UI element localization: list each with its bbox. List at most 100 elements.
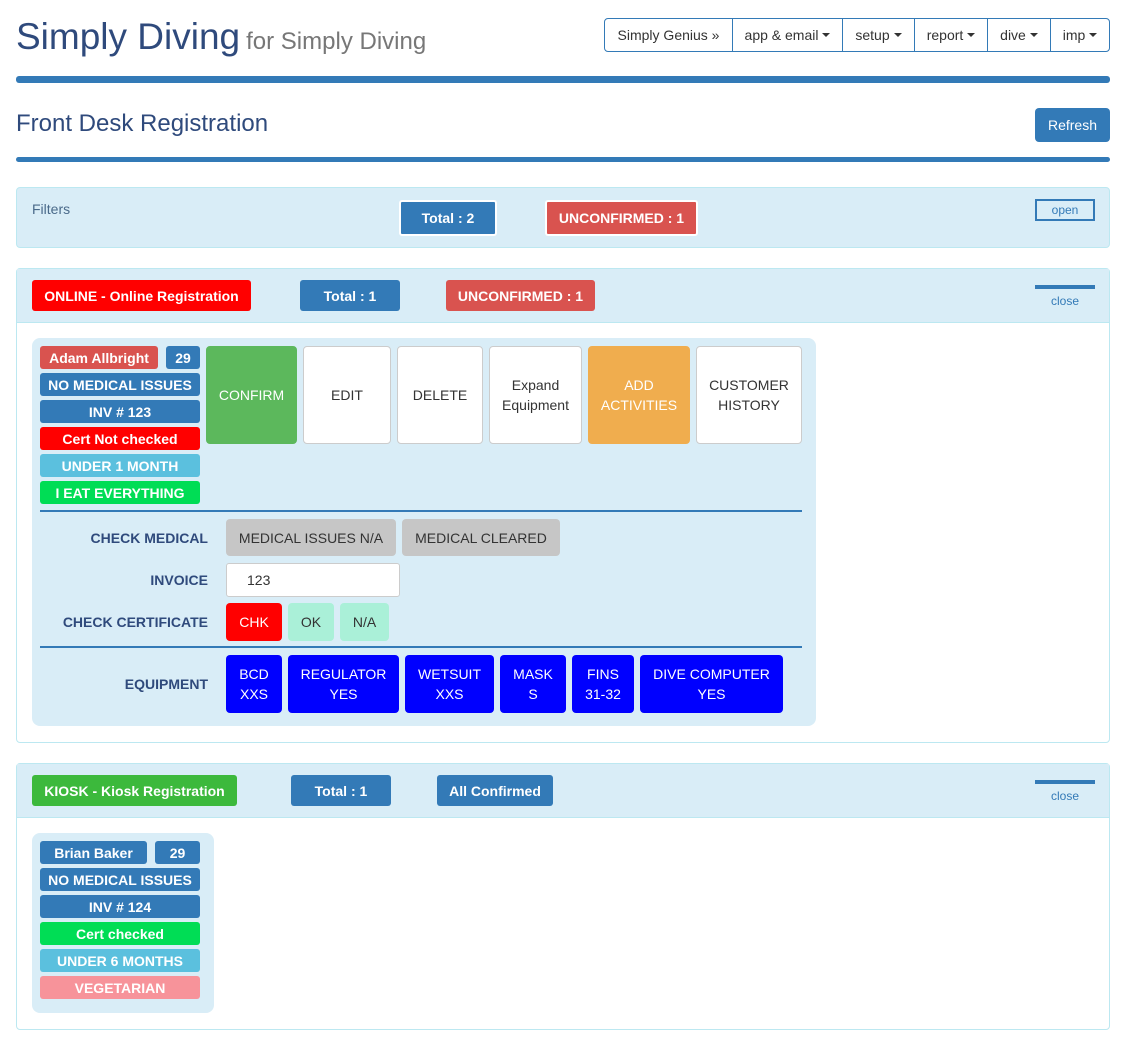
equipment-name: BCD [239, 666, 269, 682]
online-close-toggle[interactable]: close [1035, 285, 1095, 308]
refresh-button[interactable]: Refresh [1035, 108, 1110, 142]
invoice-label: INVOICE [150, 572, 208, 588]
equipment-label: EQUIPMENT [124, 676, 208, 692]
medical-status-tag: NO MEDICAL ISSUES [40, 373, 200, 396]
nav-setup[interactable]: setup [842, 19, 914, 51]
equipment-fins-button[interactable]: FINS 31-32 [572, 655, 634, 713]
medical-status-tag: NO MEDICAL ISSUES [40, 868, 200, 891]
add-activities-button[interactable]: ADD ACTIVITIES [588, 346, 690, 444]
filters-open-toggle[interactable]: open [1035, 199, 1095, 221]
edit-button[interactable]: EDIT [303, 346, 391, 444]
nav-label: imp [1062, 27, 1086, 43]
nav-label: Simply Genius » [617, 27, 720, 43]
customer-age-tag: 29 [166, 346, 200, 369]
customer-card-adam: Adam Allbright 29 NO MEDICAL ISSUES INV … [32, 338, 816, 726]
online-total-badge[interactable]: Total : 1 [300, 280, 400, 311]
confirm-button[interactable]: CONFIRM [206, 346, 297, 444]
customer-history-button[interactable]: CUSTOMER HISTORY [696, 346, 802, 444]
filters-unconfirmed-badge[interactable]: UNCONFIRMED : 1 [545, 200, 698, 236]
nav-label: dive [1000, 27, 1026, 43]
nav-label: report [926, 27, 964, 43]
equipment-name: MASK [513, 666, 553, 682]
nav-app-email[interactable]: app & email [732, 19, 842, 51]
brand-subtitle: for Simply Diving [246, 28, 427, 55]
add-label-line2: ACTIVITIES [600, 397, 678, 413]
caret-down-icon [1029, 33, 1038, 37]
medical-na-button[interactable]: MEDICAL ISSUES N/A [226, 519, 396, 556]
add-label-line1: ADD [624, 377, 654, 393]
check-medical-label: CHECK MEDICAL [90, 530, 208, 546]
invoice-tag: INV # 123 [40, 400, 200, 423]
equipment-name: DIVE COMPUTER [653, 666, 770, 682]
equipment-mask-button[interactable]: MASK S [500, 655, 566, 713]
invoice-input[interactable] [226, 563, 400, 597]
kiosk-total-badge[interactable]: Total : 1 [291, 775, 391, 806]
card-divider [40, 510, 802, 512]
kiosk-panel-header: KIOSK - Kiosk Registration Total : 1 All… [17, 764, 1109, 818]
header-divider [16, 76, 1110, 83]
cert-na-button[interactable]: N/A [340, 603, 389, 641]
brand-title: Simply Diving [16, 16, 241, 57]
kiosk-close-toggle[interactable]: close [1035, 780, 1095, 803]
online-panel-header: ONLINE - Online Registration Total : 1 U… [17, 269, 1109, 323]
equipment-wetsuit-button[interactable]: WETSUIT XXS [405, 655, 494, 713]
caret-down-icon [967, 33, 976, 37]
equipment-name: REGULATOR [300, 666, 387, 682]
equipment-value: YES [329, 686, 358, 702]
main-nav: Simply Genius » app & email setup report… [604, 18, 1110, 52]
filters-panel: Filters Total : 2 UNCONFIRMED : 1 open [16, 187, 1110, 248]
diet-tag: I EAT EVERYTHING [40, 481, 200, 504]
customer-name-tag[interactable]: Brian Baker [40, 841, 147, 864]
equipment-value: YES [697, 686, 726, 702]
equipment-value: 31-32 [585, 686, 621, 702]
history-label-line2: HISTORY [718, 397, 780, 413]
equipment-regulator-button[interactable]: REGULATOR YES [288, 655, 399, 713]
equipment-name: WETSUIT [418, 666, 481, 682]
experience-tag: UNDER 6 MONTHS [40, 949, 200, 972]
medical-cleared-button[interactable]: MEDICAL CLEARED [402, 519, 560, 556]
customer-card-brian: Brian Baker 29 NO MEDICAL ISSUES INV # 1… [32, 833, 214, 1013]
filters-total-badge[interactable]: Total : 2 [399, 200, 497, 236]
equipment-value: XXS [239, 686, 268, 702]
expand-label-line1: Expand [511, 377, 560, 393]
equipment-divider [40, 646, 802, 648]
check-certificate-label: CHECK CERTIFICATE [62, 614, 208, 630]
experience-tag: UNDER 1 MONTH [40, 454, 200, 477]
customer-age-tag: 29 [155, 841, 200, 864]
caret-down-icon [893, 33, 902, 37]
equipment-dive-computer-button[interactable]: DIVE COMPUTER YES [640, 655, 783, 713]
app-brand: Simply Diving for Simply Diving [16, 16, 426, 58]
online-registration-title: ONLINE - Online Registration [32, 280, 251, 311]
cert-status-tag: Cert Not checked [40, 427, 200, 450]
nav-label: app & email [744, 27, 819, 43]
cert-status-tag: Cert checked [40, 922, 200, 945]
customer-name-tag[interactable]: Adam Allbright [40, 346, 158, 369]
nav-label: setup [855, 27, 890, 43]
equipment-value: XXS [435, 686, 464, 702]
nav-imp[interactable]: imp [1050, 19, 1109, 51]
kiosk-registration-panel: KIOSK - Kiosk Registration Total : 1 All… [16, 763, 1110, 1030]
page-title: Front Desk Registration [16, 110, 269, 137]
equipment-name: FINS [587, 666, 619, 682]
equipment-bcd-button[interactable]: BCD XXS [226, 655, 282, 713]
cert-chk-button[interactable]: CHK [226, 603, 282, 641]
expand-equipment-button[interactable]: Expand Equipment [489, 346, 582, 444]
caret-down-icon [822, 33, 831, 37]
nav-simply-genius[interactable]: Simply Genius » [605, 19, 732, 51]
online-registration-panel: ONLINE - Online Registration Total : 1 U… [16, 268, 1110, 743]
nav-report[interactable]: report [914, 19, 987, 51]
diet-tag: VEGETARIAN [40, 976, 200, 999]
equipment-value: S [528, 686, 538, 702]
nav-dive[interactable]: dive [987, 19, 1050, 51]
expand-label-line2: Equipment [502, 397, 569, 413]
cert-ok-button[interactable]: OK [288, 603, 334, 641]
history-label-line1: CUSTOMER [709, 377, 789, 393]
kiosk-registration-title: KIOSK - Kiosk Registration [32, 775, 237, 806]
online-unconfirmed-badge[interactable]: UNCONFIRMED : 1 [446, 280, 595, 311]
kiosk-all-confirmed-badge[interactable]: All Confirmed [437, 775, 553, 806]
filters-label: Filters [32, 201, 71, 217]
title-divider [16, 157, 1110, 162]
invoice-tag: INV # 124 [40, 895, 200, 918]
delete-button[interactable]: DELETE [397, 346, 483, 444]
caret-down-icon [1089, 33, 1098, 37]
